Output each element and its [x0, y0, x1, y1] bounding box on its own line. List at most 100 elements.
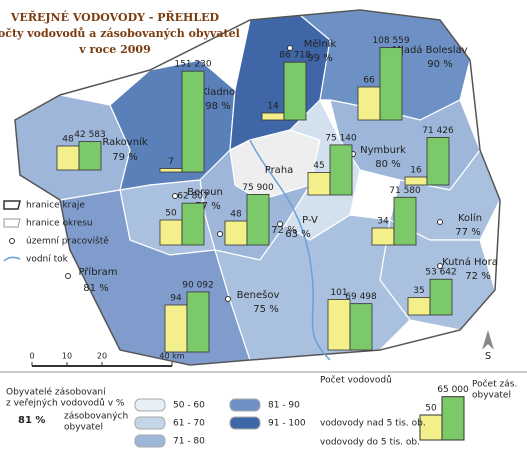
waterworks-label: 48	[62, 135, 74, 145]
waterworks-label: 50	[165, 209, 177, 219]
population-key-label: 65 000	[437, 385, 469, 395]
waterworks-label: 14	[267, 102, 279, 112]
class-label: 61 - 70	[173, 419, 205, 429]
waterworks-label: 94	[170, 294, 182, 304]
title: VEŘEJNÉ VODOVODY - PŘEHLED	[10, 10, 220, 24]
population-bar	[426, 136, 450, 186]
population-key	[441, 396, 465, 441]
office-point	[277, 221, 283, 227]
waterworks-label: 66	[363, 76, 375, 86]
symbol-label: územní pracoviště	[26, 236, 109, 247]
waterworks-label: 16	[410, 166, 422, 176]
district-name: Nymburk	[360, 145, 406, 156]
district-percent: 98 %	[205, 101, 230, 112]
scale-label: 0	[29, 352, 34, 361]
district-percent: 77 %	[455, 227, 480, 238]
office-point	[437, 263, 443, 269]
population-label: 71 426	[422, 126, 454, 136]
district-name: Kutná Hora	[442, 256, 498, 268]
population-bar	[379, 47, 403, 121]
population-label: 151 230	[174, 60, 211, 70]
symbol-district	[3, 218, 21, 228]
scale-label: 20	[97, 352, 107, 361]
district-percent: 80 %	[375, 159, 400, 170]
class-swatch	[134, 398, 166, 412]
district-percent: 79 %	[112, 152, 137, 163]
waterworks-bar	[404, 176, 428, 186]
class-label: 81 - 90	[268, 401, 300, 411]
district-name: Praha	[265, 165, 294, 176]
class-swatch	[229, 416, 261, 430]
population-bar	[181, 202, 205, 246]
waterworks-bar	[371, 227, 395, 246]
waterworks-bar	[357, 86, 381, 121]
population-label: 69 498	[345, 292, 377, 302]
waterworks-bar	[307, 172, 331, 196]
population-title: Počet zás.	[472, 379, 517, 390]
symbol-label: hranice okresu	[26, 219, 93, 229]
population-bar	[246, 193, 270, 246]
population-label: 42 583	[74, 130, 106, 140]
symbol-label: vodní tok	[26, 255, 69, 265]
waterworks-bar	[159, 219, 183, 246]
district-name: Benešov	[237, 289, 280, 301]
district-name: Mělník	[304, 38, 337, 50]
over-label: vodovody nad 5 tis. ob.	[320, 419, 426, 429]
scale-label: 10	[62, 352, 72, 361]
waterworks-label: 101	[330, 288, 347, 298]
population-label: 75 140	[325, 133, 357, 143]
office-point	[287, 45, 293, 51]
class-label: 50 - 60	[173, 401, 205, 411]
symbol-river	[3, 256, 21, 262]
waterworks-label: 45	[313, 161, 324, 171]
symbol-office	[9, 238, 15, 244]
population-bar	[393, 196, 417, 246]
population-bar	[429, 278, 453, 316]
sample-text: zásobovaných	[64, 412, 128, 422]
office-point	[172, 193, 178, 199]
district-percent: 72 %	[465, 271, 490, 282]
waterworks-key-label: 50	[425, 404, 437, 414]
class-swatch	[134, 416, 166, 430]
district-percent: 81 %	[83, 283, 108, 294]
population-bar	[186, 291, 210, 353]
population-label: 53 642	[425, 268, 457, 278]
district-name: Beroun	[187, 187, 223, 198]
district-percent: 63 %	[285, 229, 310, 240]
district-percent: 72 %	[271, 225, 296, 236]
district-name: Kolín	[458, 212, 482, 224]
population-title: obyvatel	[472, 391, 511, 401]
class-label: 71 - 80	[173, 437, 205, 447]
waterworks-title: Počet vodovodů	[320, 375, 392, 386]
waterworks-bar	[407, 297, 431, 316]
north-arrow	[482, 330, 494, 350]
population-bar	[283, 61, 307, 121]
sample-percent: 81 %	[18, 415, 45, 426]
region-border	[14, 9, 501, 366]
waterworks-bar	[224, 220, 248, 246]
district-name: Příbram	[78, 266, 117, 278]
share-title: Obyvatelé zásobovaní	[6, 387, 106, 398]
district-percent: 90 %	[427, 59, 452, 70]
waterworks-bar	[56, 145, 80, 171]
district-percent: 75 %	[253, 304, 278, 315]
population-label: 108 559	[372, 36, 409, 46]
river	[249, 139, 331, 361]
office-point	[225, 296, 231, 302]
waterworks-bar	[261, 112, 285, 121]
population-label: 90 092	[182, 280, 214, 290]
waterworks-label: 48	[230, 210, 242, 220]
class-swatch	[134, 434, 166, 448]
office-point	[437, 219, 443, 225]
population-label: 86 718	[279, 51, 311, 61]
district-name: Rakovník	[102, 136, 147, 148]
district-percent: 77 %	[195, 201, 220, 212]
waterworks-bar	[159, 168, 183, 173]
symbol-label: hranice kraje	[26, 201, 85, 211]
under-label: vodovody do 5 tis. ob.	[320, 438, 420, 448]
district-percent: 99 %	[307, 53, 332, 64]
sample-text: obyvatel	[64, 423, 103, 433]
population-bar	[329, 144, 353, 196]
scale-label: 40 km	[159, 352, 184, 361]
